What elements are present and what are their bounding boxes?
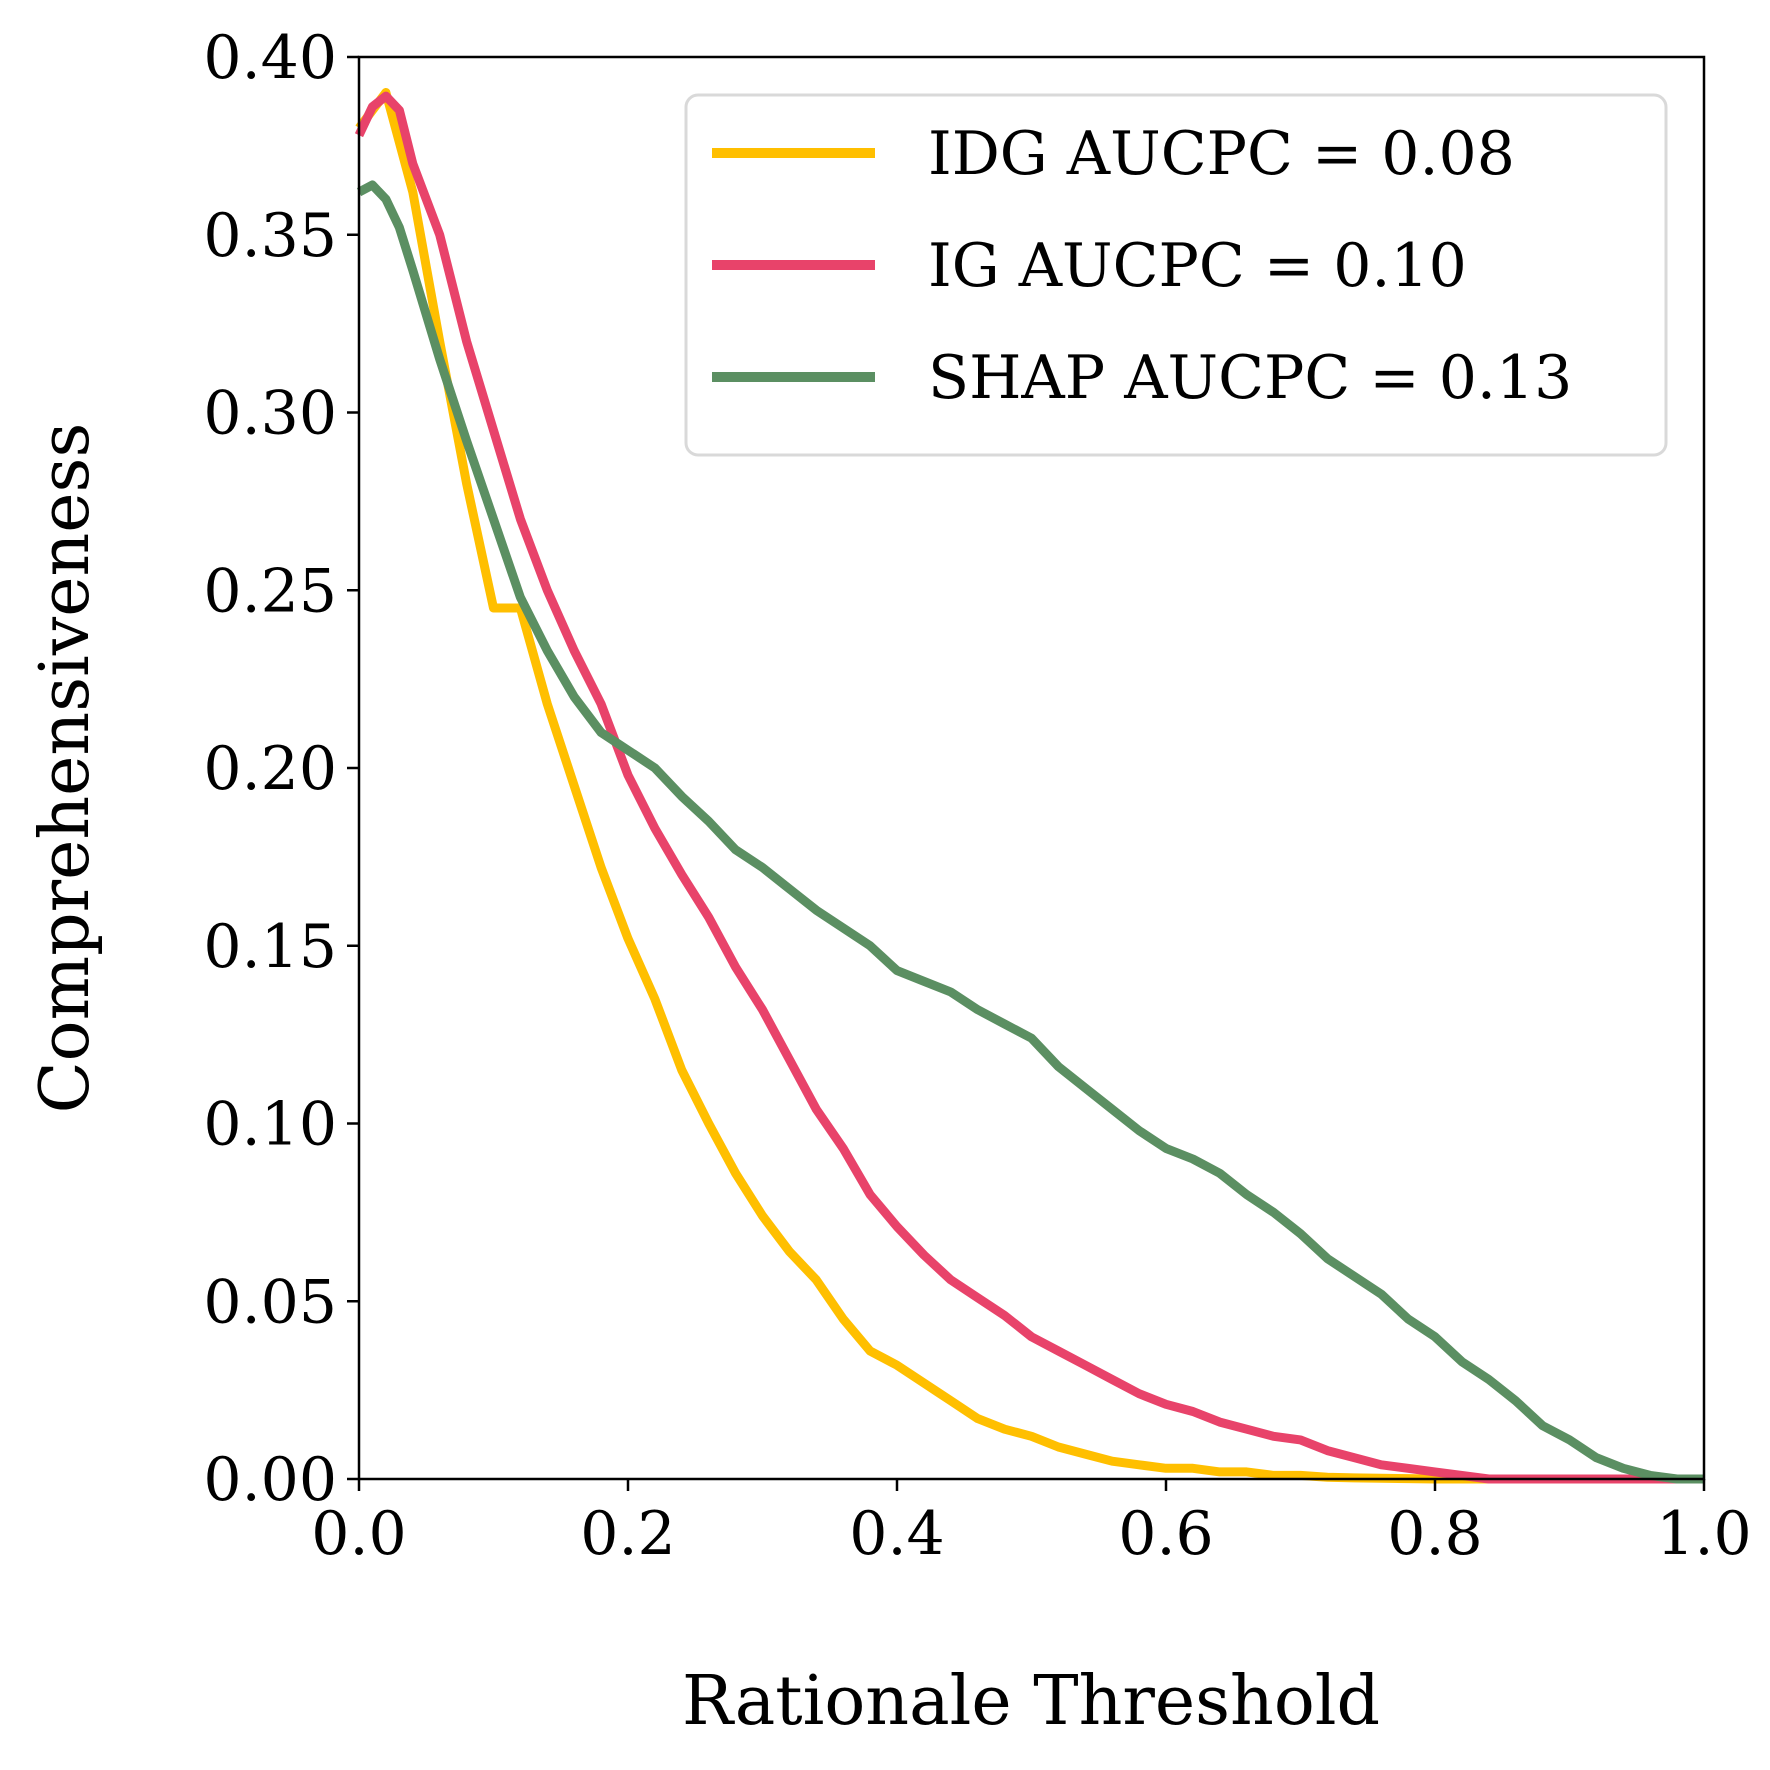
x-tick-label: 1.0	[1656, 1499, 1751, 1569]
y-tick-label: 0.05	[203, 1267, 337, 1337]
x-tick-label: 0.0	[311, 1499, 406, 1569]
y-tick-label: 0.35	[203, 201, 337, 271]
y-axis: 0.00 0.05 0.10 0.15 0.20 0.25 0.30 0.35 0.40	[203, 23, 359, 1515]
legend-label-1: IDG AUCPC = 0.08	[928, 119, 1515, 189]
y-tick-label: 0.15	[203, 912, 337, 982]
y-tick-label: 0.40	[203, 23, 337, 93]
series-layer	[354, 88, 1704, 1484]
y-tick-label: 0.20	[203, 734, 337, 804]
x-axis-label: Rationale Threshold	[682, 1662, 1380, 1741]
series-line-3	[356, 180, 1704, 1484]
y-tick-label: 0.00	[203, 1445, 337, 1515]
x-axis: 0.0 0.2 0.4 0.6 0.8 1.0	[311, 1479, 1752, 1569]
series-line-2	[354, 91, 1704, 1484]
x-tick-label: 0.2	[580, 1499, 675, 1569]
x-tick-label: 0.4	[849, 1499, 944, 1569]
y-tick-label: 0.10	[203, 1090, 337, 1160]
y-tick-label: 0.25	[203, 556, 337, 626]
y-axis-label: Comprehensiveness	[26, 423, 105, 1114]
x-tick-label: 0.6	[1118, 1499, 1213, 1569]
legend-label-3: SHAP AUCPC = 0.13	[928, 343, 1572, 413]
series-line-1	[355, 88, 1704, 1484]
x-tick-label: 0.8	[1387, 1499, 1482, 1569]
legend-label-2: IG AUCPC = 0.10	[928, 231, 1467, 301]
legend-box	[684, 93, 1668, 457]
y-tick-label: 0.30	[203, 379, 337, 449]
legend: IDG AUCPC = 0.08 IG AUCPC = 0.10 SHAP AUCP…	[684, 93, 1668, 457]
